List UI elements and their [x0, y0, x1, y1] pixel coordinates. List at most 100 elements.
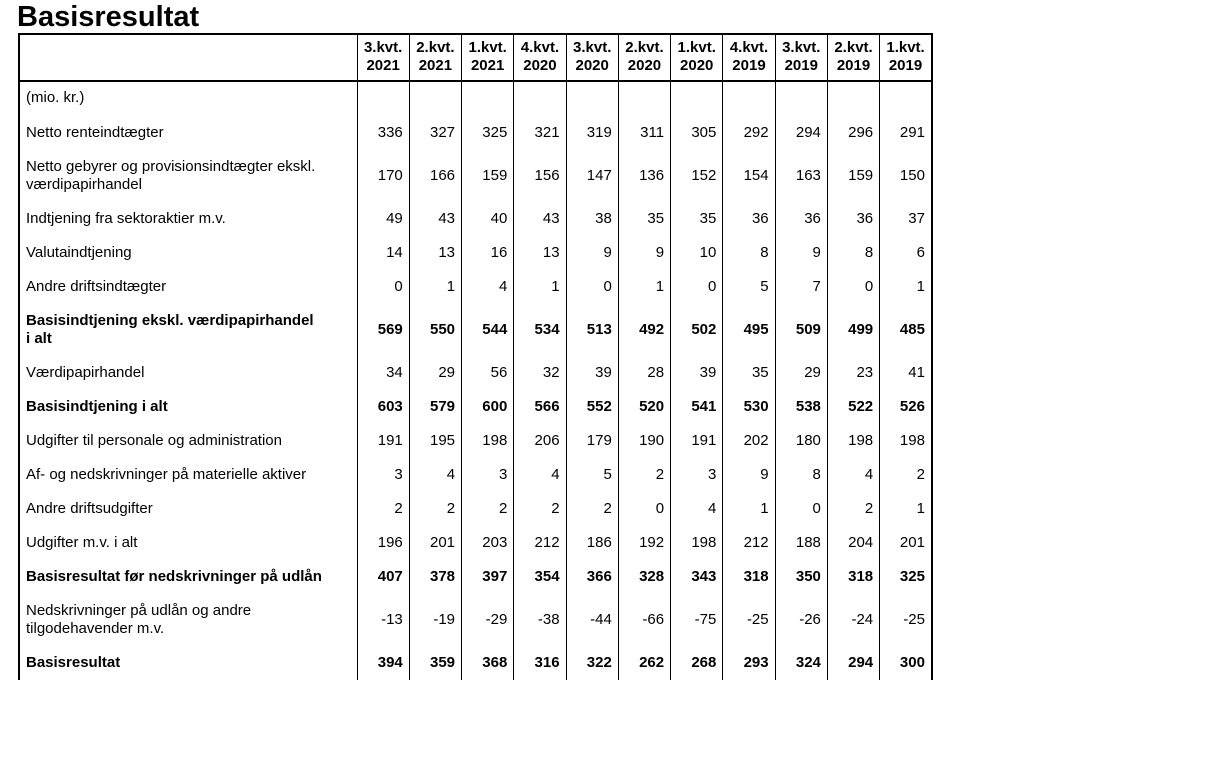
cell-value: -24 [826, 594, 880, 646]
cell-value: 4 [826, 458, 880, 492]
table-row: Basisindtjening i alt 603 579 600 566 552 520 5… [19, 390, 932, 424]
cell-value: 2 [565, 492, 619, 526]
unit-label: (mio. kr.) [26, 89, 85, 106]
cell-value: 566 [513, 390, 567, 424]
cell-value: 198 [826, 424, 880, 458]
cell-value: 191 [356, 424, 410, 458]
cell-value: 8 [826, 236, 880, 270]
cell-value: 188 [774, 526, 828, 560]
cell-value: 3 [461, 458, 514, 492]
cell-value: 198 [879, 424, 932, 458]
cell-value: 513 [565, 304, 619, 356]
cell-value: 8 [774, 458, 828, 492]
table-row: Af- og nedskrivninger på materielle akti… [19, 458, 932, 492]
cell-value: 378 [408, 560, 462, 594]
cell-value: 544 [461, 304, 514, 356]
cell-value: 4 [670, 492, 723, 526]
cell-value: 1 [722, 492, 776, 526]
cell-value: 526 [879, 390, 932, 424]
row-label: Netto gebyrer og provisionsindtægter eks… [26, 158, 316, 193]
cell-value: 550 [408, 304, 462, 356]
cell-value: 9 [774, 236, 828, 270]
column-header: 2.kvt. 2021 [408, 34, 462, 81]
cell-value: 170 [356, 150, 410, 202]
table-row: Basisresultat før nedskrivninger på udlå… [19, 560, 932, 594]
cell-value: 16 [461, 236, 514, 270]
empty-cell [879, 81, 932, 116]
cell-value: 154 [722, 150, 776, 202]
cell-value: 13 [408, 236, 462, 270]
cell-value: 2 [356, 492, 410, 526]
cell-value: 407 [356, 560, 410, 594]
cell-value: 2 [461, 492, 514, 526]
cell-value: 180 [774, 424, 828, 458]
cell-value: 136 [617, 150, 671, 202]
cell-value: 159 [826, 150, 880, 202]
cell-value: 325 [461, 116, 514, 150]
cell-value: 3 [356, 458, 410, 492]
table-row: Netto gebyrer og provisionsindtægter eks… [19, 150, 932, 202]
cell-value: 190 [617, 424, 671, 458]
cell-value: 325 [879, 560, 932, 594]
cell-value: -29 [461, 594, 514, 646]
cell-value: 204 [826, 526, 880, 560]
cell-value: 198 [670, 526, 723, 560]
cell-value: -75 [670, 594, 723, 646]
empty-cell [513, 81, 567, 116]
cell-value: 7 [774, 270, 828, 304]
cell-value: 1 [513, 270, 567, 304]
cell-value: 36 [722, 202, 776, 236]
cell-value: 322 [565, 646, 619, 680]
cell-value: 318 [826, 560, 880, 594]
empty-cell [670, 81, 723, 116]
cell-value: 350 [774, 560, 828, 594]
cell-value: 336 [356, 116, 410, 150]
column-header: 1.kvt. 2021 [461, 34, 514, 81]
cell-value: 294 [774, 116, 828, 150]
row-label: Indtjening fra sektoraktier m.v. [26, 210, 226, 227]
cell-value: 49 [356, 202, 410, 236]
cell-value: 35 [617, 202, 671, 236]
cell-value: 262 [617, 646, 671, 680]
cell-value: 294 [826, 646, 880, 680]
empty-cell [774, 81, 828, 116]
empty-cell [722, 81, 776, 116]
cell-value: 534 [513, 304, 567, 356]
cell-value: 38 [565, 202, 619, 236]
cell-value: 291 [879, 116, 932, 150]
cell-value: 198 [461, 424, 514, 458]
cell-value: 1 [408, 270, 462, 304]
cell-value: 156 [513, 150, 567, 202]
row-label: Basisresultat [26, 654, 121, 671]
column-header: 2.kvt. 2019 [826, 34, 880, 81]
cell-value: 530 [722, 390, 776, 424]
cell-value: 36 [826, 202, 880, 236]
cell-value: 2 [408, 492, 462, 526]
cell-value: 324 [774, 646, 828, 680]
cell-value: 300 [879, 646, 932, 680]
cell-value: 354 [513, 560, 567, 594]
cell-value: 5 [565, 458, 619, 492]
cell-value: -26 [774, 594, 828, 646]
cell-value: 296 [826, 116, 880, 150]
cell-value: 29 [774, 356, 828, 390]
cell-value: 316 [513, 646, 567, 680]
empty-cell [408, 81, 462, 116]
table-body: (mio. kr.) Netto renteindtægter 336 327 325 3… [19, 81, 932, 680]
column-header: 1.kvt. 2019 [879, 34, 932, 81]
cell-value: 191 [670, 424, 723, 458]
cell-value: 311 [617, 116, 671, 150]
cell-value: 56 [461, 356, 514, 390]
cell-value: 368 [461, 646, 514, 680]
row-label: Udgifter m.v. i alt [26, 534, 138, 551]
cell-value: 8 [722, 236, 776, 270]
cell-value: 319 [565, 116, 619, 150]
row-label: Valutaindtjening [26, 244, 132, 261]
row-label: Af- og nedskrivninger på materielle akti… [26, 466, 307, 483]
cell-value: -25 [722, 594, 776, 646]
cell-value: 268 [670, 646, 723, 680]
cell-value: 502 [670, 304, 723, 356]
cell-value: 2 [879, 458, 932, 492]
cell-value: 41 [879, 356, 932, 390]
